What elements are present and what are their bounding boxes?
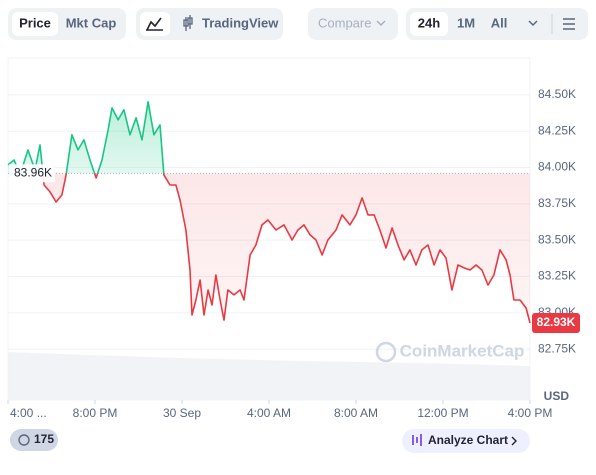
range-24h-button[interactable] [410,12,448,36]
range-group [406,8,588,40]
x-tick-label: 4:00 PM [508,406,553,420]
grid: 82.75K83.00K83.25K83.50K83.75K84.00K84.2… [7,87,576,420]
x-tick-label: 4:00 AM [247,406,291,420]
footer: 175 Analyze Chart [10,429,530,453]
price-button[interactable] [12,12,58,36]
tradingview-button[interactable]: TradingView [202,15,279,30]
last-price-box [532,312,580,333]
range-all-button[interactable]: All [491,15,508,30]
x-tick-label: 8:00 PM [73,406,118,420]
chart-style-group [136,8,283,40]
y-tick-label: 84.00K [538,160,576,174]
settings-icon[interactable] [563,18,575,30]
candle-icon [183,15,193,31]
y-axis-label: USD [544,389,570,403]
volume-area [8,352,530,400]
x-tick-label: 4:00 ... [10,406,47,420]
toolbar: Price Mkt Cap TradingView Compare 24h 1M… [8,8,588,40]
y-tick-label: 84.50K [538,87,576,101]
reference-label-box [9,164,55,183]
x-tick-label: 30 Sep [163,406,201,420]
clock-icon [18,434,30,446]
line-chart-button[interactable] [140,12,170,36]
y-tick-label: 82.75K [538,341,576,355]
y-tick-label: 84.25K [538,123,576,137]
analyze-label[interactable]: Analyze Chart [428,433,508,447]
range-1m-button[interactable]: 1M [457,15,475,30]
chevron [376,20,386,27]
last-price-label: 82.93K [537,315,576,329]
x-tick-label: 12:00 PM [417,406,468,420]
line-icon [146,17,163,31]
reference-label: 83.96K [14,166,52,180]
analyze-icon [412,434,422,446]
y-tick-label: 83.25K [538,269,576,283]
watermark: CoinMarketCap [400,341,525,360]
plot: 83.96K 82.93K [7,101,580,333]
analyze-button[interactable] [402,429,530,453]
range-24h-label[interactable]: 24h [418,15,440,30]
badge[interactable] [10,429,58,451]
range-chevron[interactable] [528,20,538,27]
y-tick-label: 83.50K [538,232,576,246]
badge-count[interactable]: 175 [34,432,54,446]
area [8,101,530,323]
mkt-cap-button[interactable]: Mkt Cap [66,15,117,30]
price-label[interactable]: Price [19,15,51,30]
watermark-logo [375,341,397,363]
analyze-chevron [511,436,517,446]
price-line [7,101,531,324]
compare-label[interactable]: Compare [318,15,371,30]
compare-button[interactable] [308,8,398,40]
x-tick-label: 8:00 AM [334,406,378,420]
y-tick-label: 83.75K [538,196,576,210]
